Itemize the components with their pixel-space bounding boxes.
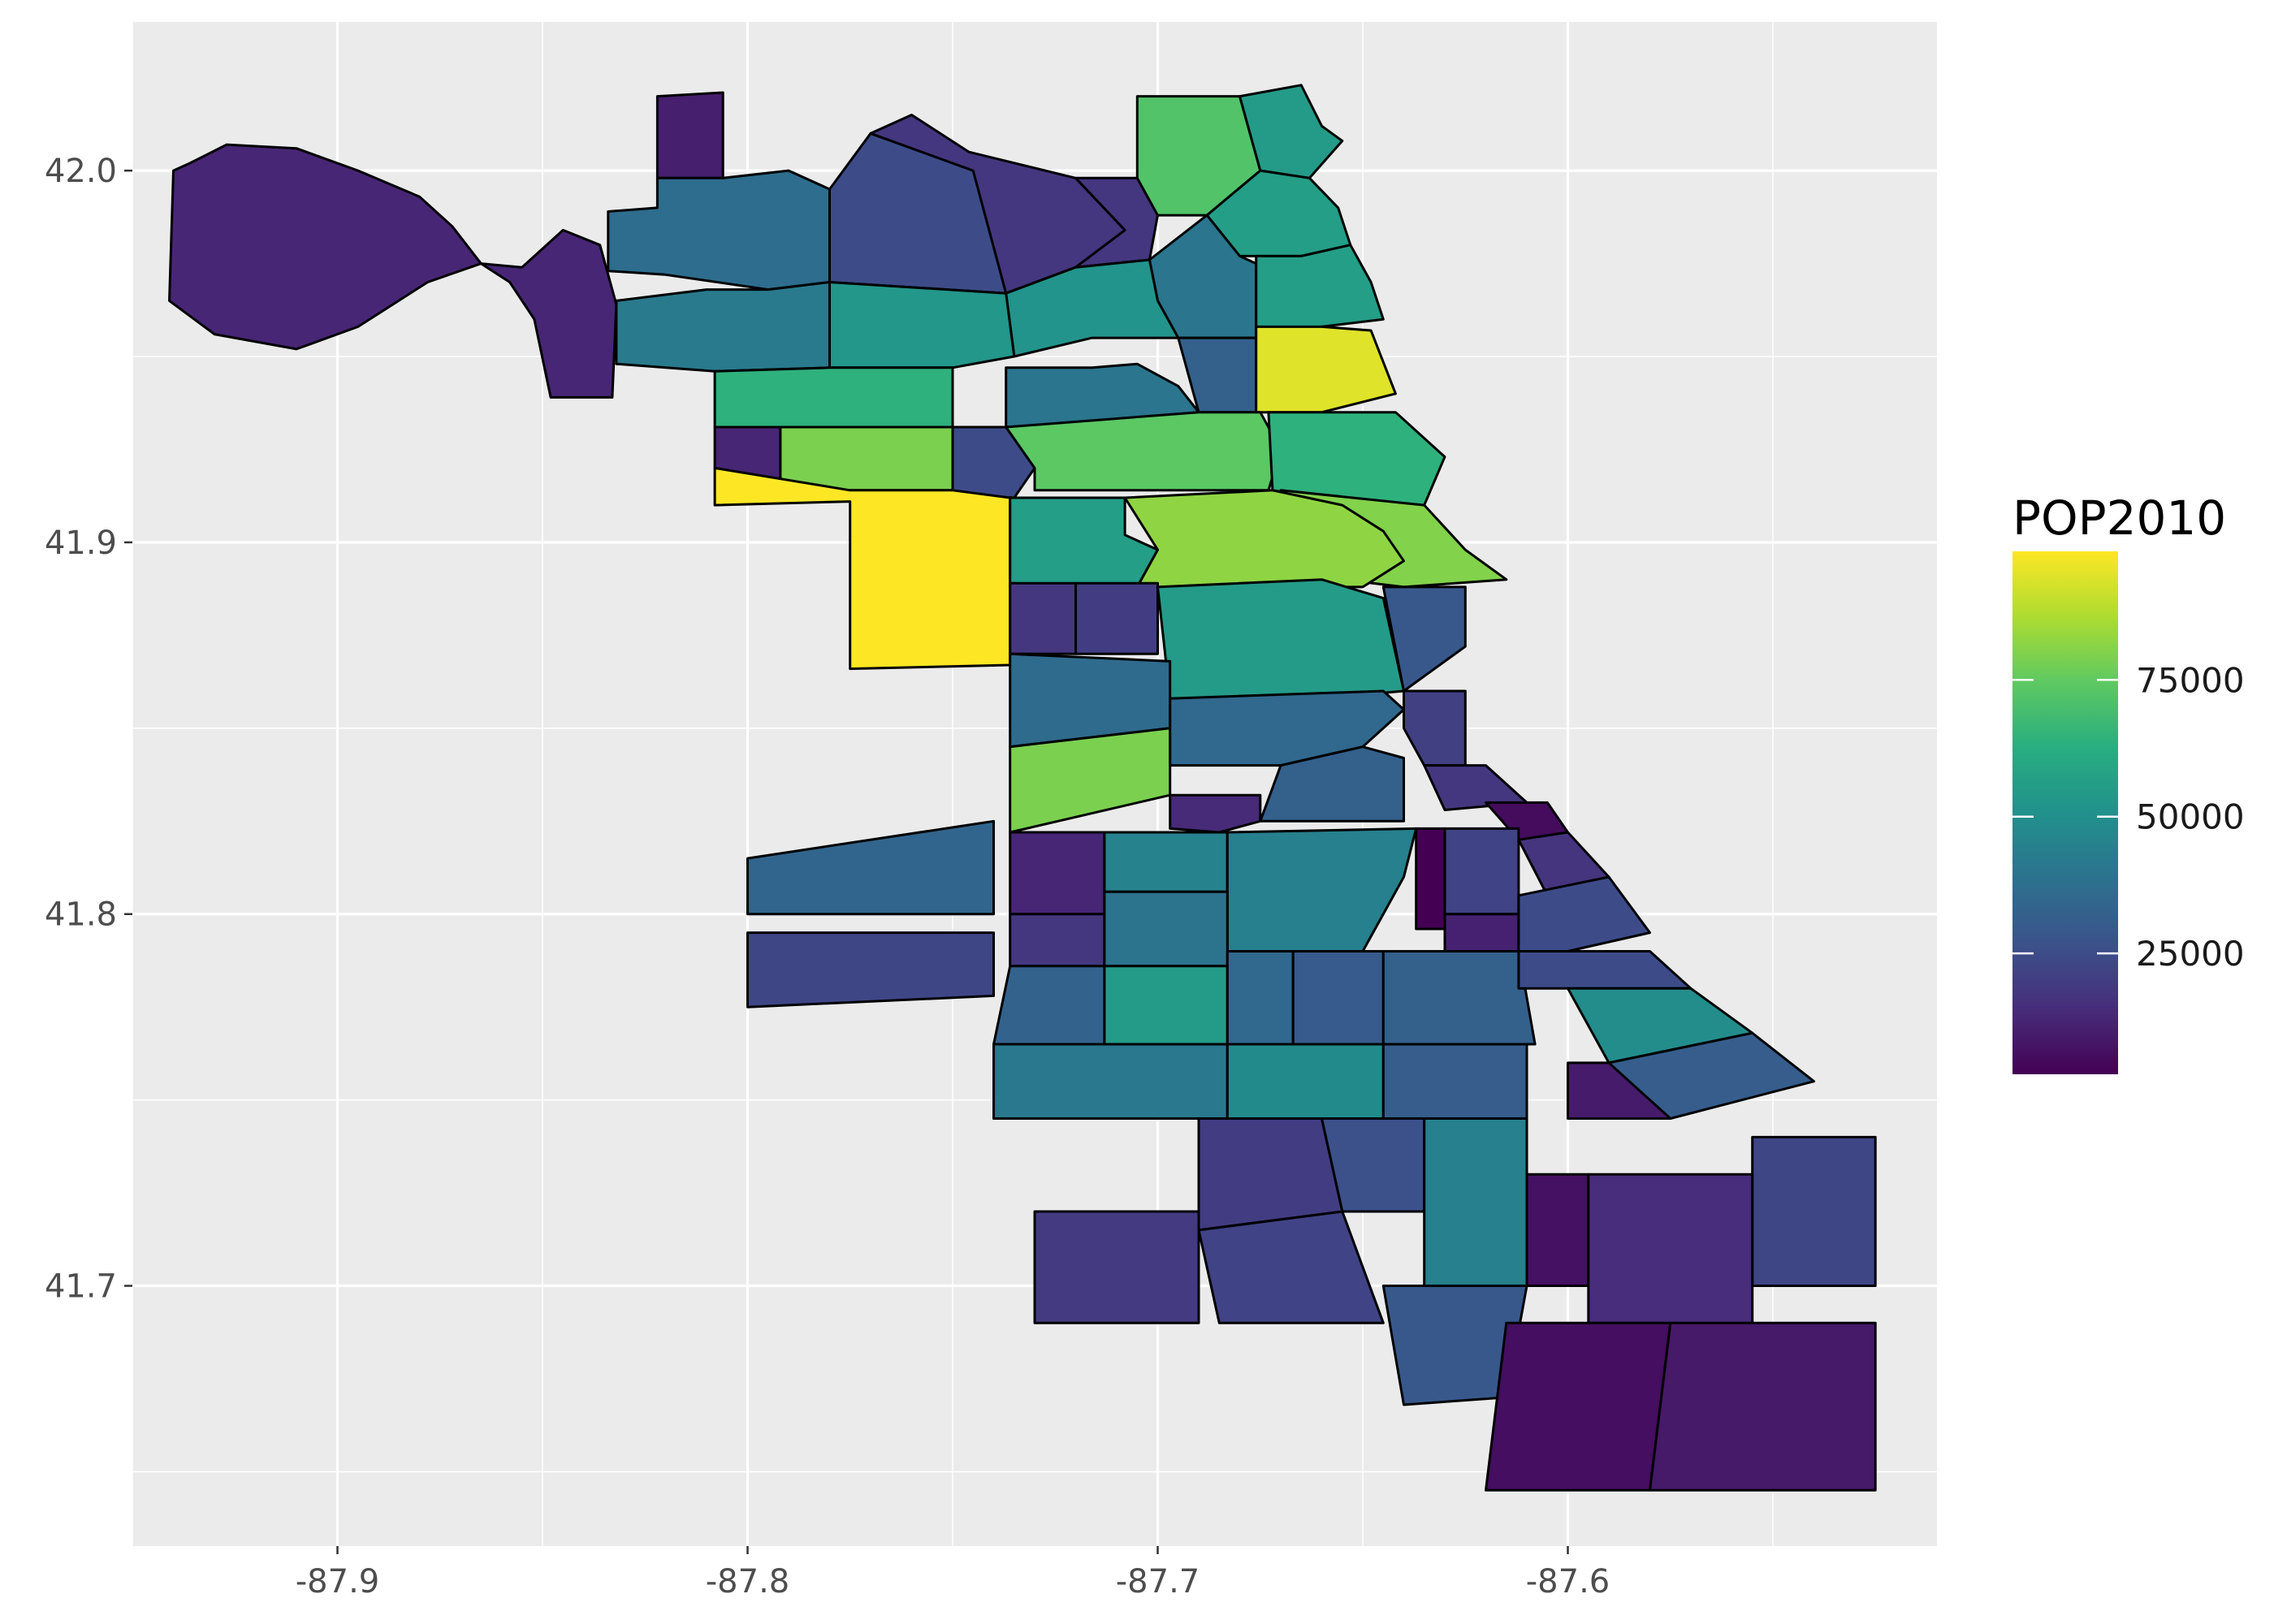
region-east-garfield	[1074, 581, 1159, 655]
legend-break-label: 75000	[2136, 660, 2245, 700]
region-west-elsdon	[1009, 913, 1106, 968]
region-hegewisch	[1649, 1321, 1877, 1492]
region-albany-park	[1005, 258, 1180, 358]
region-layer	[168, 84, 1877, 1492]
region-dunning	[615, 281, 831, 373]
region-gage-park	[1103, 890, 1229, 968]
region-edison-park	[655, 91, 724, 179]
legend-break-label: 25000	[2136, 934, 2245, 974]
region-grand-boulevard	[1443, 827, 1520, 916]
region-chatham	[1381, 1043, 1528, 1120]
region-auburn-gresham	[1226, 1043, 1385, 1120]
legend-colorbar	[2012, 551, 2118, 1074]
x-axis: -87.9 -87.8 -87.7 -87.6	[296, 1546, 1610, 1600]
legend-break-label: 50000	[2136, 797, 2245, 837]
region-washington-park	[1443, 913, 1520, 952]
region-bridgeport	[1259, 745, 1405, 823]
x-tick-label: -87.9	[296, 1563, 380, 1600]
region-ashburn	[992, 1043, 1229, 1120]
x-tick-label: -87.8	[706, 1563, 790, 1600]
region-pullman	[1525, 1173, 1590, 1287]
region-morgan-park	[1197, 1210, 1385, 1324]
region-armour-square	[1169, 793, 1262, 834]
region-ohare-strip	[479, 228, 618, 399]
region-ohare	[168, 143, 482, 351]
region-west-garfield	[1009, 581, 1077, 655]
y-tick-label: 41.7	[45, 1268, 117, 1306]
region-clearing	[746, 931, 995, 1009]
region-loop	[1381, 585, 1467, 693]
legend-title: POP2010	[2012, 490, 2226, 546]
region-near-west	[1156, 578, 1405, 704]
region-englewood	[1291, 950, 1385, 1046]
region-brighton-park	[1103, 831, 1229, 893]
y-tick-label: 41.9	[45, 525, 117, 562]
region-archer-heights	[1009, 831, 1106, 916]
legend-breaks: 25000 50000 75000	[2012, 660, 2245, 974]
region-lake-view	[1255, 325, 1397, 414]
region-west-lawn	[992, 965, 1106, 1046]
region-south-chicago	[1607, 1031, 1815, 1120]
region-garfield-ridge	[746, 819, 995, 916]
region-mount-greenwood	[1033, 1210, 1200, 1324]
region-west-town	[1123, 489, 1405, 589]
region-portage-park	[713, 366, 954, 433]
region-fuller-park	[1415, 827, 1446, 931]
region-greater-grand-crossing	[1381, 950, 1537, 1046]
region-hermosa	[951, 425, 1036, 499]
region-east-side	[1751, 1135, 1877, 1287]
y-axis: 41.7 41.8 41.9 42.0	[45, 153, 132, 1306]
region-chicago-lawn	[1103, 965, 1229, 1046]
y-tick-label: 42.0	[45, 153, 117, 190]
y-tick-label: 41.8	[45, 896, 117, 934]
legend: POP2010 25000 50000 75000	[2012, 490, 2245, 1074]
x-tick-label: -87.7	[1116, 1563, 1200, 1600]
region-west-englewood	[1226, 950, 1295, 1046]
region-riverdale	[1485, 1321, 1672, 1492]
region-belmont-cragin	[779, 425, 954, 492]
region-logan-square	[1005, 411, 1282, 492]
region-hyde-park	[1517, 875, 1651, 952]
region-roseland	[1423, 1117, 1528, 1287]
region-irving-park	[828, 281, 1016, 369]
x-tick-label: -87.6	[1526, 1563, 1610, 1600]
